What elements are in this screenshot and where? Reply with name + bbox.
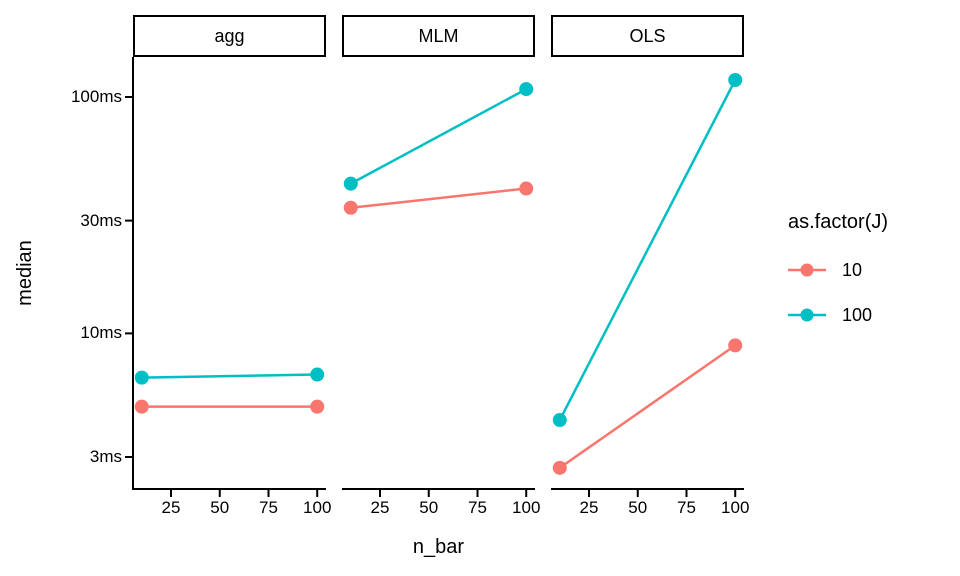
data-point-agg-J10	[310, 399, 325, 414]
data-point-MLM-J100	[519, 82, 534, 97]
x-tick-label: 100	[303, 498, 332, 517]
y-axis-title: median	[14, 240, 36, 306]
x-tick-label: 50	[210, 498, 230, 517]
facet-strip-mlm: MLM	[342, 15, 535, 57]
data-point-MLM-J10	[519, 181, 534, 196]
data-line-MLM-J100	[350, 87, 527, 185]
x-tick-label: 100	[721, 498, 750, 517]
x-tick-label: 50	[628, 498, 648, 517]
data-point-agg-J10	[134, 399, 149, 414]
x-axis-title: n_bar	[412, 536, 465, 558]
data-point-agg-J100	[310, 367, 325, 382]
data-point-agg-J100	[134, 370, 149, 385]
data-line-OLS-J10	[559, 344, 736, 469]
data-point-MLM-J10	[343, 200, 358, 215]
x-tick-label: 75	[468, 498, 487, 517]
x-tick-label: 100	[512, 498, 541, 517]
y-tick-label: 3ms	[89, 447, 122, 466]
x-tick-label: 25	[370, 498, 390, 517]
data-line-OLS-J100	[558, 79, 737, 421]
x-tick-label: 75	[259, 498, 278, 517]
legend-entry-label: 100	[842, 305, 873, 325]
y-tick-label: 100ms	[70, 87, 122, 106]
legend-key-icon	[788, 263, 826, 277]
y-tick-label: 10ms	[80, 323, 122, 342]
legend-title: as.factor(J)	[788, 211, 889, 233]
facet-strip-label: MLM	[418, 26, 459, 46]
facet-strip-agg: agg	[133, 15, 326, 57]
x-tick-label: 75	[677, 498, 696, 517]
data-point-OLS-J10	[552, 460, 567, 475]
data-point-OLS-J100	[728, 73, 743, 88]
legend: as.factor(J) 10 100	[788, 209, 956, 325]
data-line-agg-J100	[141, 373, 318, 379]
facet-strip-label: OLS	[629, 26, 666, 46]
legend-entry-10: 10	[788, 260, 956, 280]
x-tick-label: 50	[419, 498, 439, 517]
legend-entry-100: 100	[788, 305, 956, 325]
legend-key-icon	[788, 308, 826, 322]
x-tick-label: 25	[161, 498, 181, 517]
facet-strip-ols: OLS	[551, 15, 744, 57]
data-point-OLS-J10	[728, 338, 743, 353]
legend-entry-label: 10	[842, 260, 863, 280]
y-tick-label: 30ms	[80, 211, 122, 230]
data-point-MLM-J100	[343, 176, 358, 191]
facet-strip-label: agg	[214, 26, 245, 46]
x-tick-label: 25	[579, 498, 599, 517]
data-line-MLM-J10	[350, 187, 527, 210]
data-point-OLS-J100	[552, 413, 567, 428]
